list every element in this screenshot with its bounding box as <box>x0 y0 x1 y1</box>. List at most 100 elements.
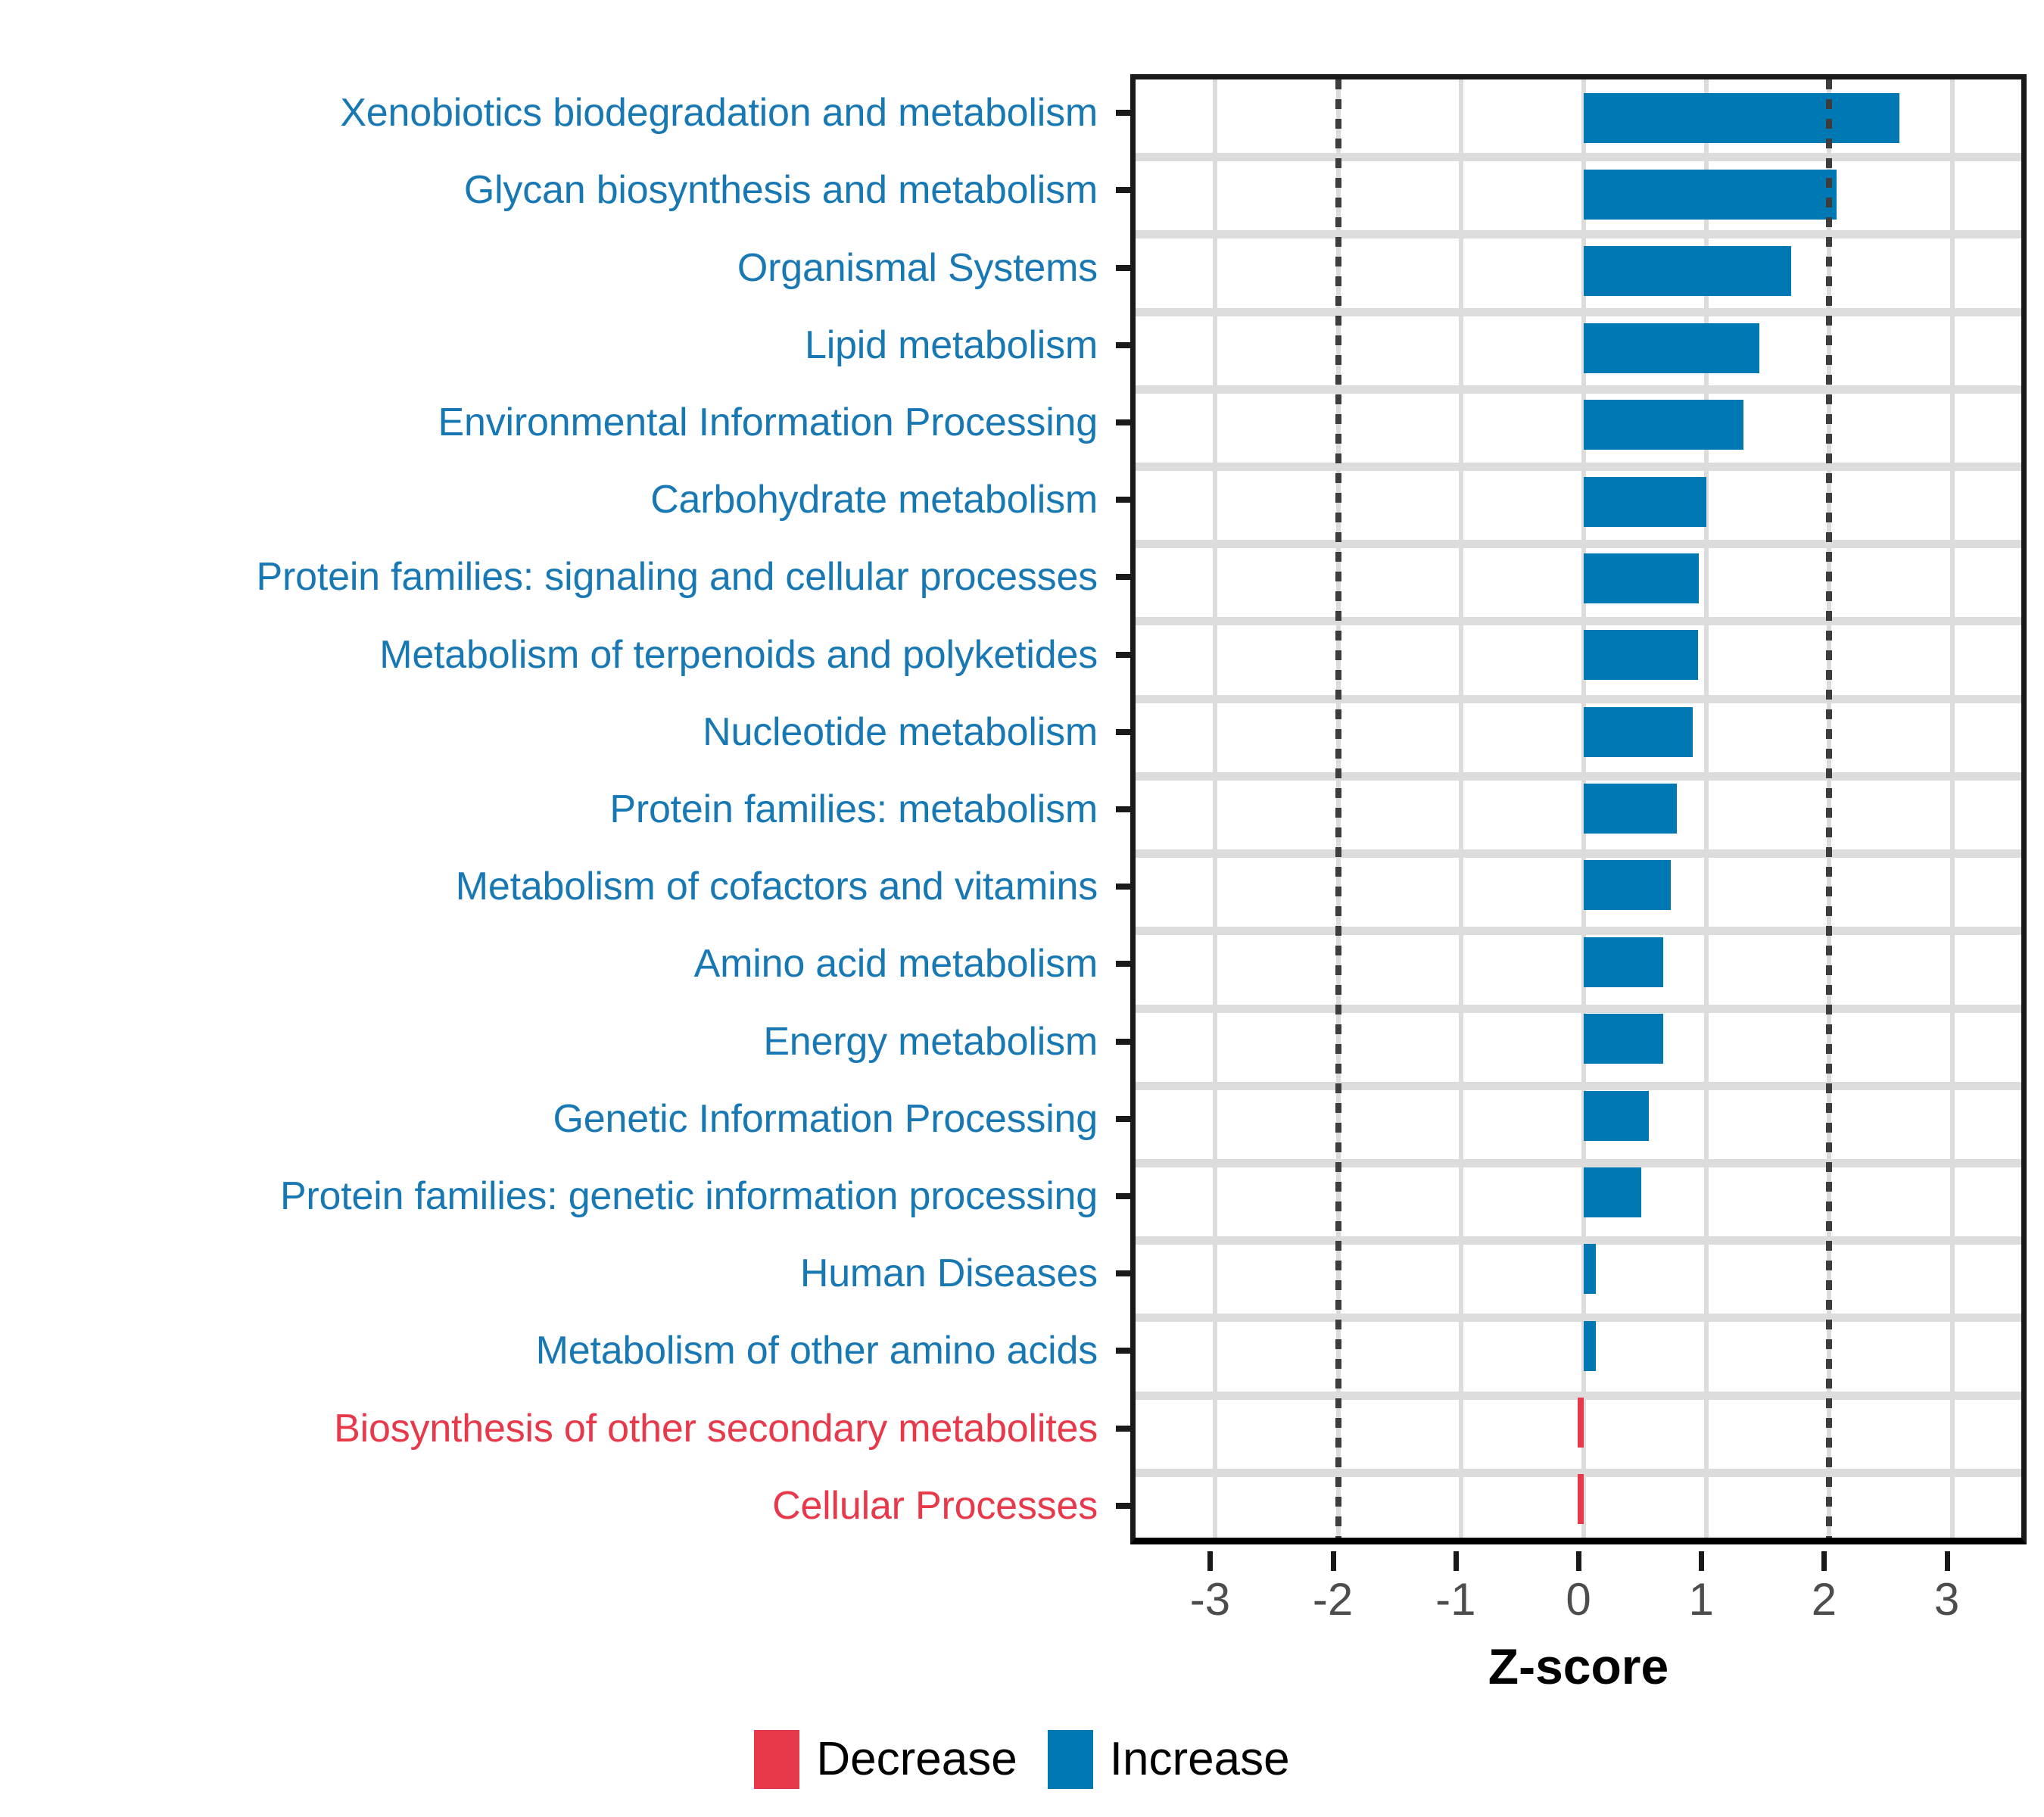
category-label-row: Biosynthesis of other secondary metaboli… <box>0 1389 1111 1466</box>
bar <box>1584 170 1837 220</box>
category-label: Lipid metabolism <box>805 323 1098 367</box>
category-label-row: Metabolism of cofactors and vitamins <box>0 848 1111 925</box>
category-axis-tick <box>1111 1312 1131 1389</box>
category-label: Nucleotide metabolism <box>703 709 1098 754</box>
category-axis-tick <box>1111 616 1131 693</box>
category-label: Metabolism of terpenoids and polyketides <box>379 632 1098 677</box>
tick-mark <box>1116 341 1131 348</box>
category-label: Metabolism of cofactors and vitamins <box>455 865 1098 909</box>
bar-row <box>1136 617 2021 693</box>
category-label: Protein families: signaling and cellular… <box>256 555 1098 600</box>
x-axis-tick-label: -3 <box>1189 1574 1231 1625</box>
x-axis: -3 -2 -1 0 1 2 3 <box>1130 1551 2027 1642</box>
bar <box>1584 246 1792 297</box>
category-label: Metabolism of other amino acids <box>535 1329 1098 1373</box>
category-label: Genetic Information Processing <box>553 1096 1098 1141</box>
horizontal-gridline <box>1136 1081 2021 1090</box>
bar-row <box>1136 79 2021 156</box>
horizontal-gridline <box>1136 540 2021 549</box>
horizontal-gridline <box>1136 1314 2021 1323</box>
legend-item[interactable]: Increase <box>1047 1730 1290 1789</box>
legend-label: Increase <box>1109 1733 1290 1785</box>
bar-row <box>1136 1384 2021 1460</box>
legend-swatch-decrease <box>754 1730 800 1789</box>
category-axis-tick <box>1111 151 1131 229</box>
category-axis-tick <box>1111 925 1131 1002</box>
bar <box>1584 323 1759 373</box>
bar-row <box>1136 310 2021 386</box>
category-axis-tick <box>1111 461 1131 538</box>
x-axis-tick-label: 2 <box>1811 1574 1837 1625</box>
category-axis-labels: Xenobiotics biodegradation and metabolis… <box>0 74 1111 1544</box>
x-axis-tick <box>1207 1551 1214 1571</box>
bar-row <box>1136 1461 2021 1538</box>
bar <box>1584 553 1700 603</box>
tick-mark <box>1116 961 1131 968</box>
vertical-gridline <box>1213 79 1218 1538</box>
tick-mark <box>1116 574 1131 581</box>
horizontal-gridline <box>1136 385 2021 394</box>
category-label: Energy metabolism <box>763 1019 1098 1064</box>
category-label-row: Nucleotide metabolism <box>0 693 1111 771</box>
x-axis-tick <box>1453 1551 1459 1571</box>
category-label: Human Diseases <box>799 1251 1098 1296</box>
category-label: Cellular Processes <box>772 1483 1098 1528</box>
category-label-row: Cellular Processes <box>0 1467 1111 1544</box>
x-axis-tick <box>1576 1551 1581 1571</box>
bar <box>1584 1244 1597 1295</box>
tick-mark <box>1116 1038 1131 1045</box>
x-axis-tick <box>1944 1551 1950 1571</box>
tick-mark <box>1116 728 1131 735</box>
category-label: Environmental Information Processing <box>438 400 1098 444</box>
category-label: Organismal Systems <box>737 245 1098 290</box>
category-axis-tick <box>1111 538 1131 616</box>
horizontal-gridline <box>1136 1158 2021 1167</box>
category-label-row: Xenobiotics biodegradation and metabolis… <box>0 74 1111 151</box>
bar <box>1584 476 1707 527</box>
category-label-row: Energy metabolism <box>0 1002 1111 1080</box>
horizontal-gridline <box>1136 694 2021 703</box>
x-axis-tick-label: -2 <box>1312 1574 1354 1625</box>
category-label-row: Environmental Information Processing <box>0 384 1111 461</box>
category-label: Xenobiotics biodegradation and metabolis… <box>340 91 1098 136</box>
category-axis-tick <box>1111 1002 1131 1080</box>
x-axis-tick-label: 0 <box>1566 1574 1591 1625</box>
bar <box>1584 860 1672 911</box>
category-axis-tick <box>1111 1467 1131 1544</box>
bar-row <box>1136 1307 2021 1384</box>
reference-line <box>1335 79 1341 1538</box>
x-axis-tick <box>1330 1551 1336 1571</box>
bar-row <box>1136 1077 2021 1154</box>
bar <box>1577 1474 1584 1525</box>
bar <box>1584 92 1899 143</box>
category-axis-tick <box>1111 1158 1131 1235</box>
tick-mark <box>1116 110 1131 117</box>
bar <box>1584 784 1678 834</box>
category-label-row: Glycan biosynthesis and metabolism <box>0 151 1111 229</box>
category-label-row: Metabolism of other amino acids <box>0 1312 1111 1389</box>
bar-row <box>1136 847 2021 924</box>
legend-item[interactable]: Decrease <box>754 1730 1017 1789</box>
tick-mark <box>1116 651 1131 658</box>
bar <box>1577 1398 1584 1448</box>
horizontal-gridline <box>1136 230 2021 239</box>
tick-mark <box>1116 1192 1131 1199</box>
category-label: Glycan biosynthesis and metabolism <box>463 168 1098 213</box>
x-axis-tick-label: 3 <box>1933 1574 1960 1625</box>
x-axis-tick <box>1699 1551 1705 1571</box>
category-axis-tick <box>1111 229 1131 306</box>
category-axis-tick <box>1111 771 1131 848</box>
category-label-row: Carbohydrate metabolism <box>0 461 1111 538</box>
plot-panel-inner <box>1136 79 2021 1538</box>
x-axis-tick <box>1821 1551 1827 1571</box>
tick-mark <box>1116 806 1131 812</box>
bar <box>1584 1090 1649 1141</box>
tick-mark <box>1116 1115 1131 1122</box>
category-axis-tick <box>1111 74 1131 151</box>
bar-row <box>1136 233 2021 310</box>
tick-mark <box>1116 1348 1131 1354</box>
category-label: Protein families: metabolism <box>609 787 1098 831</box>
bar <box>1584 1320 1597 1371</box>
horizontal-gridline <box>1136 927 2021 936</box>
horizontal-gridline <box>1136 771 2021 781</box>
